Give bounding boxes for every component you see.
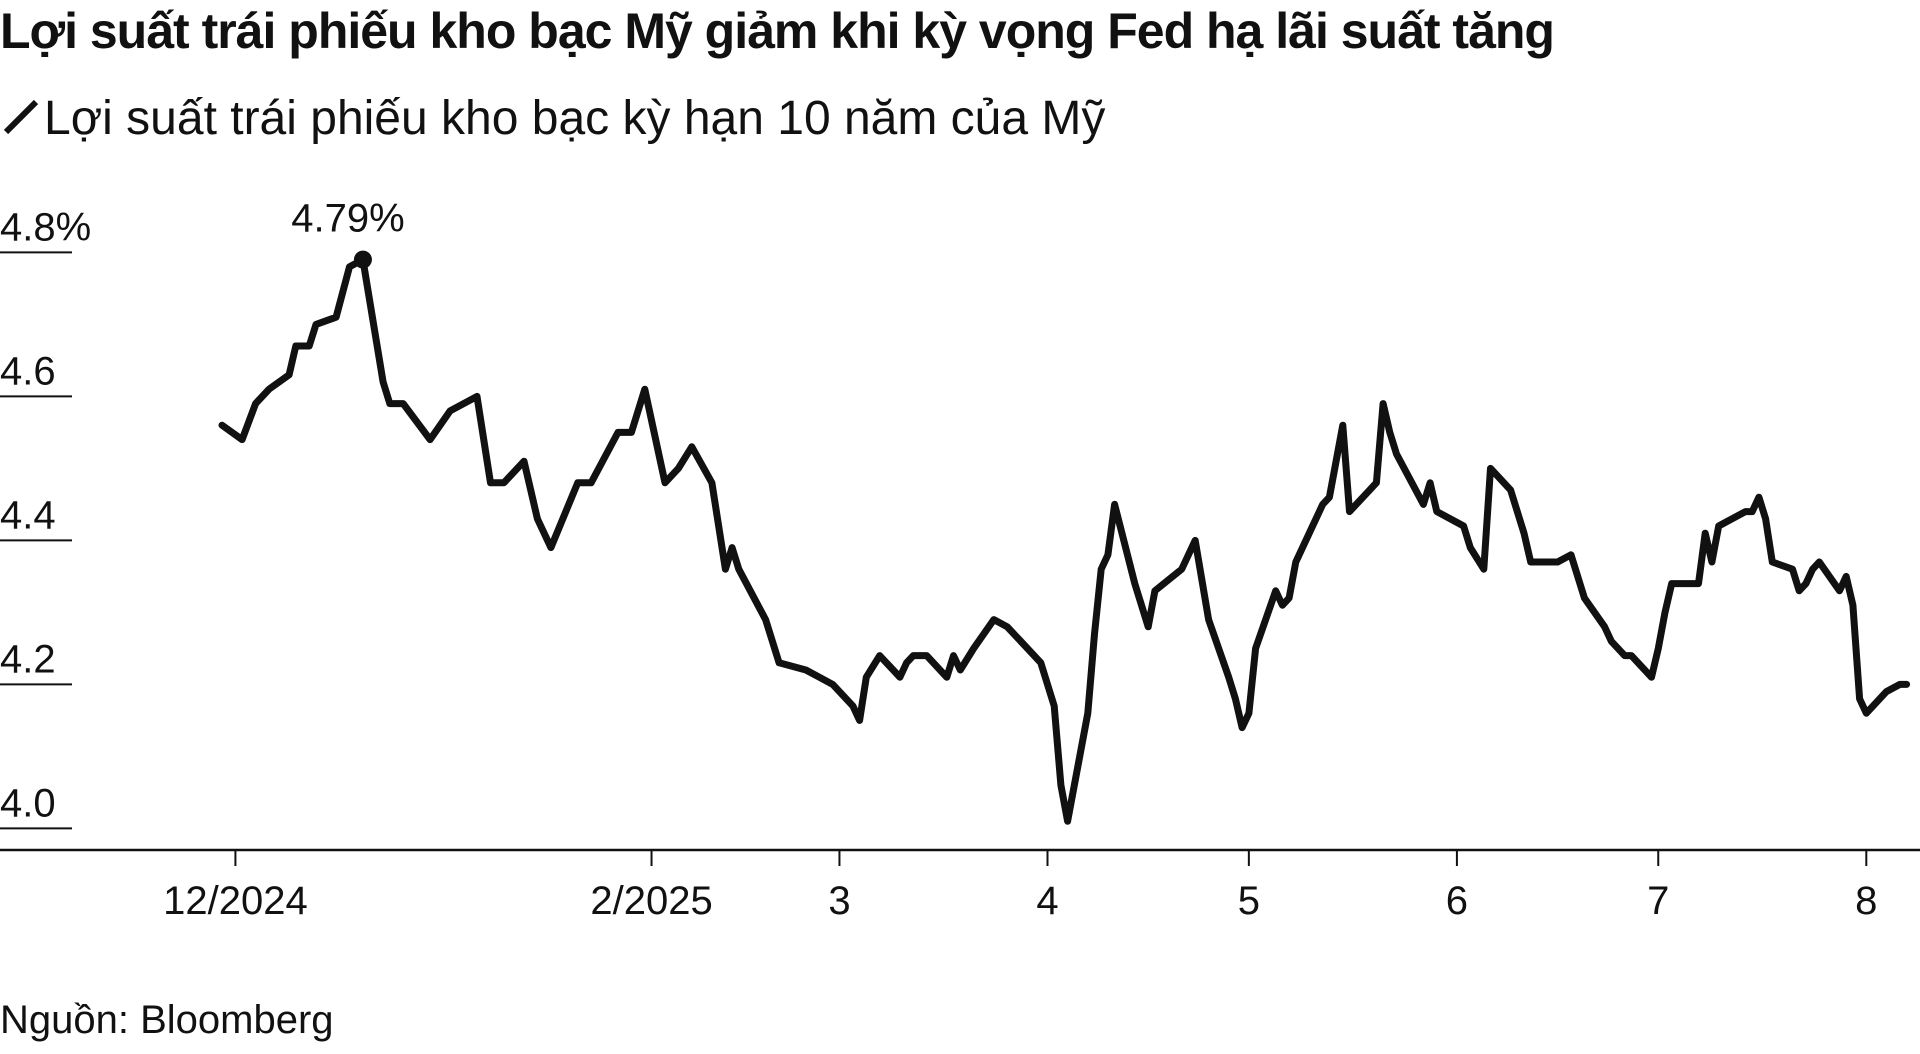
yield-series-line [218, 256, 1911, 825]
source-note: Nguồn: Bloomberg [0, 998, 334, 1042]
peak-marker [353, 250, 372, 269]
y-tick-label: 4.4 [0, 493, 56, 537]
x-tick-label: 3 [828, 879, 850, 923]
x-tick-label: 5 [1238, 879, 1260, 923]
legend: Lợi suất trái phiếu kho bạc kỳ hạn 10 nă… [0, 88, 1105, 148]
x-tick-label: 2/2025 [590, 879, 712, 923]
legend-line-icon [3, 99, 39, 135]
y-tick-label: 4.6 [0, 349, 56, 393]
peak-label: 4.79% [291, 197, 404, 241]
x-tick-label: 7 [1647, 879, 1669, 923]
x-tick-label: 4 [1036, 879, 1058, 923]
y-tick-label: 4.2 [0, 637, 56, 681]
chart-title: Lợi suất trái phiếu kho bạc Mỹ giảm khi … [0, 3, 1555, 59]
y-tick-label: 4.0 [0, 781, 56, 825]
y-tick-label: 4.8% [0, 205, 91, 249]
chart: 4.8% 4.6 4.4 4.2 4.0 12/2024 2/2025 3 4 5 6 7 8 4.79% [0, 197, 1920, 923]
x-tick-label: 8 [1855, 879, 1877, 923]
legend-series-label: Lợi suất trái phiếu kho bạc kỳ hạn 10 nă… [44, 91, 1106, 145]
x-tick-label: 12/2024 [163, 879, 308, 923]
x-tick-label: 6 [1446, 879, 1468, 923]
